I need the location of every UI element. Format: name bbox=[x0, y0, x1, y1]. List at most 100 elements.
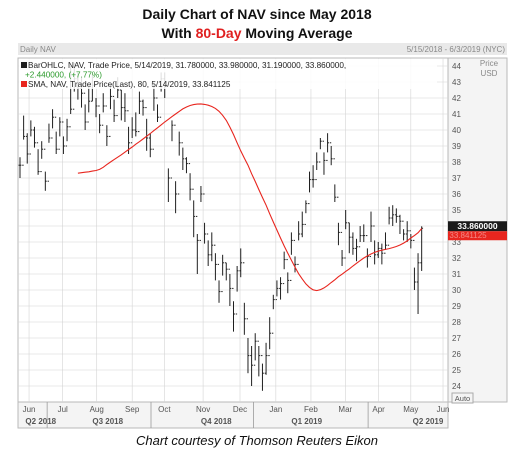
ohlc-bar bbox=[174, 124, 178, 214]
ohlc-bar bbox=[203, 193, 206, 244]
y-tick-label: 40 bbox=[452, 126, 461, 135]
quarter-label: Q4 2018 bbox=[201, 417, 232, 426]
ohlc-bar bbox=[318, 138, 322, 163]
subtitle-suffix: Moving Average bbox=[241, 25, 353, 41]
ohlc-bar bbox=[311, 165, 315, 188]
auto-scale-button[interactable] bbox=[451, 392, 474, 404]
last-price-tag bbox=[448, 221, 507, 232]
ohlc-bar bbox=[214, 244, 217, 281]
quarter-label: Q3 2018 bbox=[92, 417, 123, 426]
month-axis-labels: Jun Jul Aug Sep Oct Nov Dec Jan Feb Mar Apr May Jun bbox=[23, 405, 450, 414]
ohlc-bar bbox=[25, 133, 29, 164]
ohlc-bar bbox=[322, 140, 326, 175]
horizontal-gridlines bbox=[18, 65, 448, 387]
ohlc-bar bbox=[402, 220, 405, 241]
ohlc-bar bbox=[362, 224, 366, 242]
month-label: Aug bbox=[90, 405, 104, 414]
y-tick-label: 35 bbox=[452, 206, 461, 215]
ohlc-bar bbox=[40, 141, 44, 173]
ohlc-bar bbox=[185, 157, 188, 174]
date-range: 5/15/2018 - 6/3/2019 (NYC) bbox=[407, 45, 506, 54]
legend-bg bbox=[19, 59, 437, 89]
ohlc-bar bbox=[138, 91, 141, 133]
ohlc-bar bbox=[282, 251, 286, 285]
y-tick-label: 28 bbox=[452, 318, 461, 327]
ohlc-bar bbox=[195, 215, 199, 274]
ohlc-bar bbox=[387, 206, 391, 246]
quarter-label: Q2 2019 bbox=[413, 417, 444, 426]
ohlc-bar bbox=[228, 268, 232, 306]
quarter-label: Q1 2019 bbox=[291, 417, 322, 426]
ohlc-bar bbox=[337, 196, 340, 246]
y-tick-label: 36 bbox=[452, 190, 461, 199]
ohlc-bar bbox=[257, 340, 261, 377]
time-axis-panel bbox=[17, 401, 449, 429]
ohlc-bar bbox=[170, 120, 174, 179]
ohlc-bar bbox=[33, 126, 36, 148]
price-axis-title: Price bbox=[480, 59, 499, 68]
ohlc-bar bbox=[351, 232, 355, 255]
y-tick-label: 39 bbox=[452, 142, 461, 151]
sma-price-tag-text: 33.841125 bbox=[449, 231, 487, 240]
ohlc-bar bbox=[145, 107, 149, 151]
ohlc-bar bbox=[329, 142, 333, 166]
month-label: Jan bbox=[269, 405, 282, 414]
ohlc-bar bbox=[148, 133, 152, 158]
ohlc-bar bbox=[224, 262, 228, 281]
ohlc-bar bbox=[221, 254, 225, 293]
month-label: Sep bbox=[125, 405, 140, 414]
ohlc-bar bbox=[405, 221, 409, 242]
ohlc-bar bbox=[29, 120, 33, 155]
month-label: Apr bbox=[372, 405, 385, 414]
ohlc-bar bbox=[112, 95, 116, 122]
ohlc-bar bbox=[275, 280, 279, 301]
last-price-tag-text: 33.860000 bbox=[457, 221, 497, 231]
ohlc-bar bbox=[58, 117, 62, 150]
ohlc-bar bbox=[62, 121, 65, 154]
subtitle-prefix: With bbox=[161, 25, 196, 41]
ohlc-bar bbox=[326, 133, 329, 161]
chart-caption: Chart courtesy of Thomson Reuters Eikon bbox=[135, 433, 379, 448]
y-tick-label: 41 bbox=[452, 110, 461, 119]
ohlc-bar bbox=[398, 214, 402, 234]
sma-legend-swatch bbox=[21, 81, 27, 87]
ohlc-bar bbox=[119, 89, 123, 121]
ohlc-change-text: +2.440000, (+7.77%) bbox=[25, 71, 102, 80]
ohlc-bar bbox=[340, 231, 344, 266]
ohlc-bar bbox=[279, 277, 282, 300]
y-tick-label: 30 bbox=[452, 286, 461, 295]
sma-line bbox=[77, 103, 423, 292]
ohlc-bar bbox=[413, 239, 416, 290]
ohlc-bar bbox=[384, 232, 387, 254]
price-chart: 2425262728293031323334353637383940414243… bbox=[17, 43, 508, 429]
ohlc-bar bbox=[242, 262, 246, 335]
ohlc-bar bbox=[239, 248, 243, 278]
ohlc-bar bbox=[36, 142, 40, 175]
ohlc-bar bbox=[261, 355, 264, 391]
ohlc-bar bbox=[344, 210, 348, 259]
vertical-gridlines bbox=[28, 58, 444, 402]
ohlc-bar bbox=[232, 287, 235, 332]
ohlc-bar bbox=[101, 93, 105, 126]
month-label: Oct bbox=[158, 405, 171, 414]
ohlc-bar bbox=[22, 115, 26, 166]
ohlc-legend-text: BarOHLC, NAV, Trade Price, 5/14/2019, 31… bbox=[28, 61, 346, 70]
ohlc-bar bbox=[271, 294, 275, 334]
ohlc-bar bbox=[246, 318, 250, 374]
ohlc-bar bbox=[391, 205, 395, 226]
quarter-label: Q2 2018 bbox=[25, 417, 56, 426]
ohlc-bar bbox=[369, 211, 373, 257]
y-tick-label: 29 bbox=[452, 302, 461, 311]
ohlc-bar bbox=[188, 163, 192, 201]
price-axis-labels: 2425262728293031323334353637383940414243… bbox=[452, 62, 461, 391]
ohlc-bar bbox=[51, 109, 54, 139]
ohlc-bar bbox=[18, 157, 22, 178]
ohlc-bar bbox=[268, 317, 272, 357]
ohlc-bar bbox=[192, 188, 196, 238]
ohlc-bar bbox=[297, 221, 301, 265]
chart-panel bbox=[17, 57, 449, 403]
y-tick-label: 38 bbox=[452, 158, 461, 167]
month-label: Jul bbox=[58, 405, 68, 414]
y-tick-label: 33 bbox=[452, 238, 461, 247]
ohlc-bar bbox=[109, 85, 112, 137]
